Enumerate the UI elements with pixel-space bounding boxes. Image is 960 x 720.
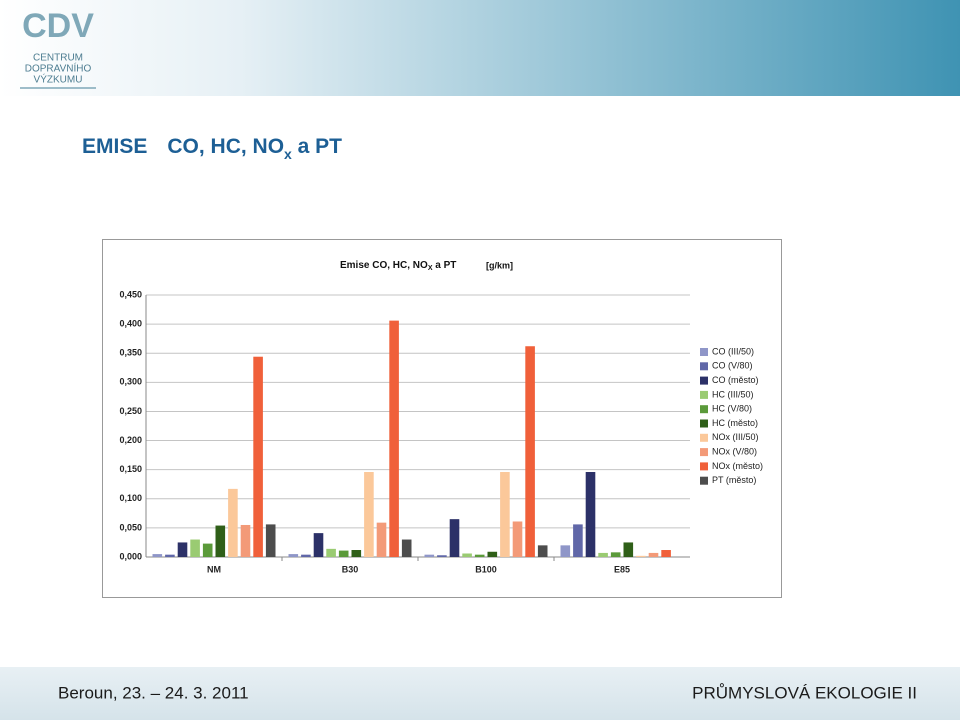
bar [376,522,387,557]
bar [338,550,349,557]
bar [610,552,621,557]
bar [240,524,251,557]
y-tick-label: 0,250 [119,406,142,416]
bar [326,548,336,557]
bar [228,488,238,557]
chart-title-part: Emise CO, HC, NO [340,260,428,271]
legend-label: HC (III/50) [712,389,754,399]
bar [437,555,447,557]
legend-swatch [700,433,708,442]
chart-unit: [g/km] [486,260,513,270]
logo-line: CENTRUM [33,53,83,64]
y-tick-label: 0,050 [119,522,142,532]
legend-swatch [700,362,708,371]
title-part: CO, HC, NO [167,135,284,158]
bar [648,552,659,557]
title-part: a PT [292,135,342,158]
bar [190,539,200,557]
chart-title-part: a PT [432,260,456,271]
legend-swatch [700,448,708,457]
legend-label: CO (město) [712,375,759,385]
bar [253,356,263,557]
y-tick-label: 0,100 [119,493,142,503]
bar [500,471,510,557]
bar [389,320,399,557]
legend-swatch [700,376,708,385]
bar [265,524,276,557]
bar [449,519,460,557]
legend-swatch [700,390,708,399]
bar [636,555,646,557]
x-tick-label: NM [207,564,221,574]
y-tick-label: 0,450 [119,289,142,299]
bar [364,471,374,557]
legend-label: NOx (III/50) [712,432,759,442]
legend-swatch [700,476,708,485]
chart-title-part: X [428,265,433,272]
legend-label: CO (V/80) [712,361,753,371]
bar [474,554,485,557]
bar [202,543,213,557]
bar [165,554,175,557]
y-tick-label: 0,350 [119,348,142,358]
bar [424,554,435,557]
y-tick-label: 0,300 [119,377,142,387]
bar [512,521,523,557]
bar [288,554,299,557]
legend-label: HC (město) [712,418,758,428]
legend-label: CO (III/50) [712,346,754,356]
bar [487,551,498,557]
bar [301,554,311,557]
bar [598,552,608,557]
title-part: EMISE [82,135,147,158]
bar [313,533,324,557]
logo-line: VÝZKUMU [34,73,83,86]
bar [177,542,188,557]
bar [525,346,535,557]
header-band [0,0,960,96]
legend-label: NOx (město) [712,461,763,471]
title-part: x [284,146,292,162]
y-tick-label: 0,000 [119,551,142,561]
bar [585,471,596,557]
bar [462,553,472,557]
slide-title: EMISE CO, HC, NOx a PT [82,135,342,162]
bar [401,539,412,557]
legend-label: PT (město) [712,475,756,485]
bar [661,550,671,557]
legend-swatch [700,462,708,471]
bar [573,524,583,557]
bar [560,545,571,557]
y-tick-label: 0,400 [119,318,142,328]
x-tick-label: E85 [614,564,630,574]
footer-right: PRŮMYSLOVÁ EKOLOGIE II [692,683,917,702]
y-tick-label: 0,200 [119,435,142,445]
legend-label: NOx (V/80) [712,446,757,456]
bar [623,542,634,557]
plot: 0,000 0,050 0,100 0,150 0,200 0,250 0,300 0,350… [119,289,763,574]
chart-title: Emise CO, HC, NOX a PT [340,260,456,273]
legend-label: HC (V/80) [712,404,752,414]
footer-left: Beroun, 23. – 24. 3. 2011 [58,683,249,702]
bar [215,525,226,557]
x-tick-label: B100 [475,564,497,574]
bar [351,550,362,557]
bar [152,554,163,557]
logo-line: DOPRAVNÍHO [25,62,92,75]
y-tick-label: 0,150 [119,464,142,474]
legend-swatch [700,419,708,428]
legend-swatch [700,405,708,414]
bar [537,545,548,557]
legend-swatch [700,348,708,356]
logo-mark: CDV [22,7,94,45]
x-tick-label: B30 [342,564,359,574]
footer-band [0,667,960,720]
